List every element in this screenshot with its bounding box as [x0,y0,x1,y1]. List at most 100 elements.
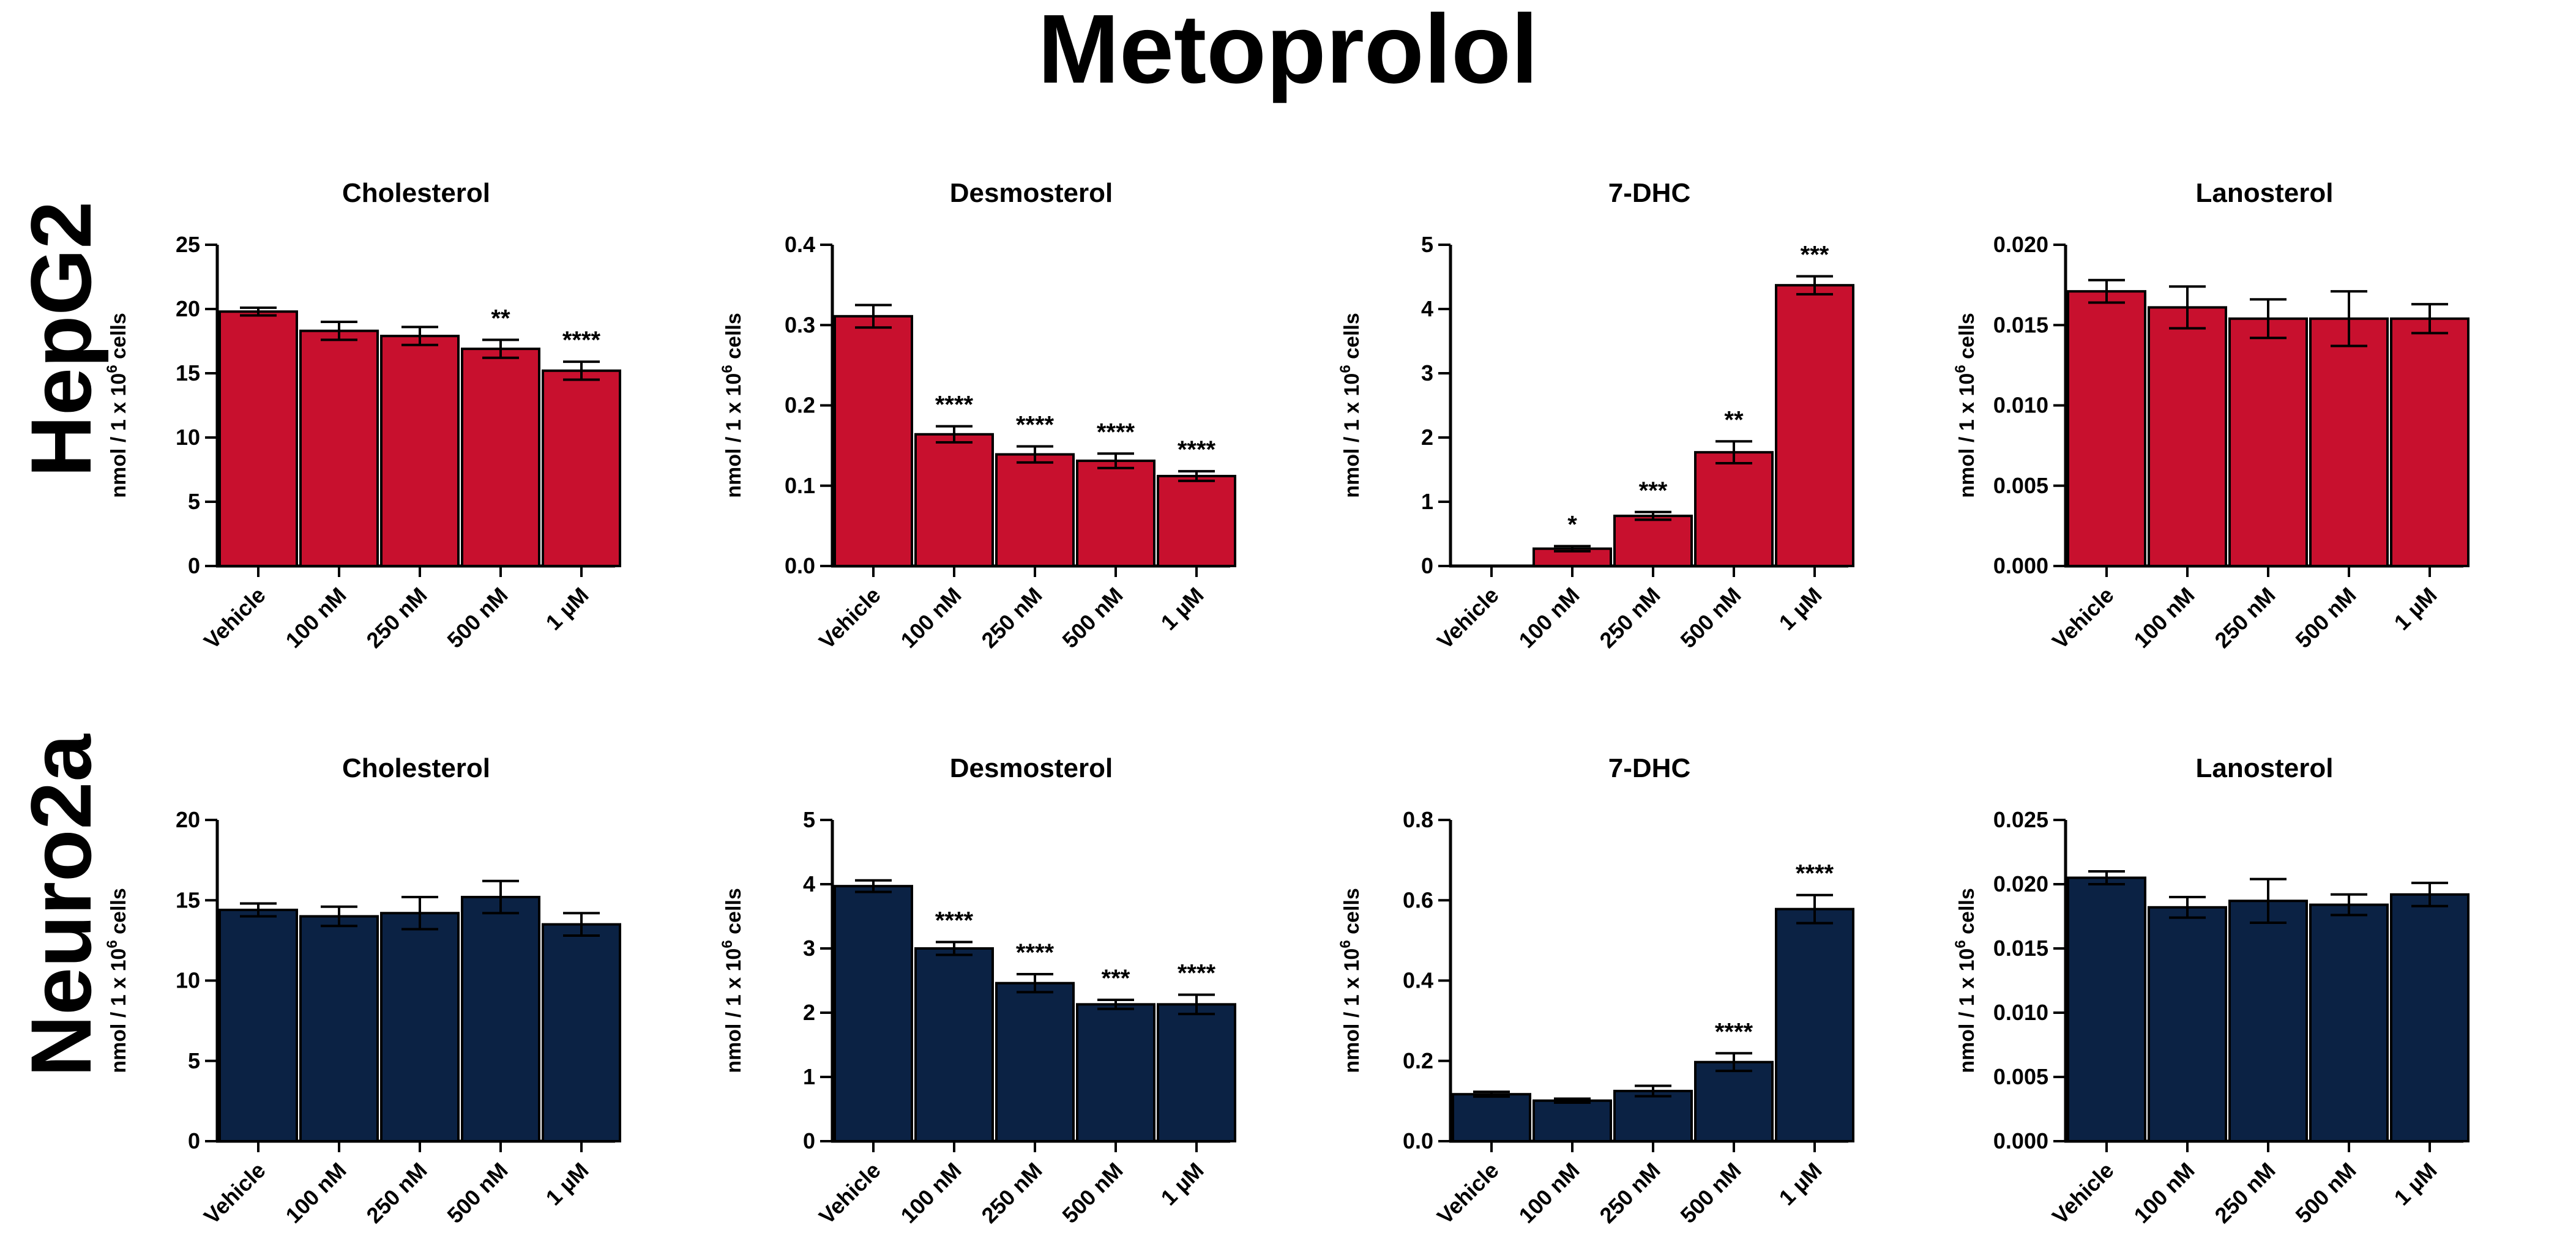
chart-hepg2-7-dhc-xtick-label: 500 nM [1675,583,1745,653]
chart-hepg2-7-dhc-significance: *** [1639,477,1668,504]
chart-hepg2-7-dhc-ytick-label: 2 [1421,425,1433,450]
chart-hepg2-7-dhc-ytick-label: 0 [1421,553,1433,578]
chart-hepg2-7-dhc-xtick-label: Vehicle [1432,583,1504,654]
chart-hepg2-desmosterol-significance: **** [1016,411,1055,438]
chart-neuro2a-cholesterol-xtick-label: Vehicle [199,1158,271,1229]
chart-neuro2a-cholesterol-ytick-label: 10 [176,968,200,993]
chart-hepg2-desmosterol-ytick-label: 0.0 [785,553,815,578]
chart-hepg2-7-dhc-bar [1775,284,1854,567]
chart-neuro2a-7-dhc-xtick-label: 1 µM [1774,1158,1827,1210]
chart-hepg2-7-dhc-ytick-label: 1 [1421,489,1433,514]
chart-neuro2a-desmosterol-bar [834,885,913,1143]
chart-neuro2a-cholesterol-ytick-label: 0 [188,1128,200,1153]
chart-neuro2a-7-dhc-ytick-label: 0.4 [1403,968,1433,993]
chart-hepg2-desmosterol-ylabel: nmol / 1 x 106 cells [719,313,745,498]
chart-neuro2a-7-dhc-significance: **** [1796,860,1834,887]
chart-hepg2-desmosterol-xtick-label: Vehicle [814,583,886,654]
chart-neuro2a-desmosterol-bar [1076,1003,1155,1142]
chart-hepg2-lanosterol-bar [2309,317,2389,567]
chart-neuro2a-cholesterol-ylabel: nmol / 1 x 106 cells [104,888,130,1073]
chart-neuro2a-7-dhc-xtick-label: 100 nM [1514,1158,1584,1228]
chart-neuro2a-lanosterol-title: Lanosterol [2196,753,2334,783]
chart-hepg2-lanosterol-xtick-label: 100 nM [2129,583,2199,653]
chart-neuro2a-lanosterol-ytick-label: 0.010 [1993,1000,2048,1025]
chart-neuro2a-lanosterol-bar [2228,899,2308,1143]
chart-neuro2a-cholesterol-xtick-label: 250 nM [361,1158,431,1228]
chart-hepg2-cholesterol-ytick-label: 15 [176,360,200,385]
chart-hepg2-7-dhc-significance: ** [1724,406,1744,433]
chart-hepg2-lanosterol-xtick-label: Vehicle [2047,583,2119,654]
chart-hepg2-cholesterol-bar [299,329,379,567]
chart-neuro2a-7-dhc-bar [1694,1060,1774,1142]
chart-hepg2-desmosterol-significance: **** [1097,419,1135,445]
chart-neuro2a-cholesterol-ytick-label: 5 [188,1048,200,1073]
chart-neuro2a-cholesterol-xtick-label: 1 µM [541,1158,594,1210]
chart-hepg2-desmosterol-ytick-label: 0.1 [785,473,815,498]
chart-hepg2-7-dhc-bar [1694,451,1774,568]
chart-neuro2a-cholesterol-bar [218,909,298,1142]
chart-neuro2a-desmosterol-bar [995,981,1075,1142]
chart-neuro2a-7-dhc-bar [1613,1089,1693,1142]
chart-neuro2a-desmosterol-xtick-label: 500 nM [1057,1158,1127,1228]
chart-neuro2a-desmosterol-xtick-label: 100 nM [895,1158,966,1228]
chart-hepg2-desmosterol-significance: **** [1178,436,1216,463]
chart-hepg2-cholesterol-xtick-label: 500 nM [442,583,512,653]
chart-hepg2-lanosterol: Lanosterol nmol / 1 x 106 cells 0.000 0.005… [1952,178,2470,654]
chart-hepg2-desmosterol-xtick-label: 100 nM [895,583,966,653]
chart-hepg2-desmosterol-ytick-label: 0.4 [785,232,815,257]
chart-hepg2-cholesterol-significance: **** [562,327,601,354]
chart-hepg2-lanosterol-title: Lanosterol [2196,178,2334,208]
chart-hepg2-lanosterol-bar [2228,317,2308,567]
chart-neuro2a-cholesterol-ytick-label: 15 [176,887,200,912]
chart-neuro2a-desmosterol-ytick-label: 1 [803,1064,815,1089]
chart-hepg2-desmosterol-bar [1076,460,1155,567]
chart-neuro2a-lanosterol-ylabel: nmol / 1 x 106 cells [1952,888,1979,1073]
chart-hepg2-desmosterol-bar [1157,475,1236,567]
chart-hepg2-lanosterol-xtick-label: 1 µM [2389,583,2442,635]
chart-neuro2a-7-dhc-title: 7-DHC [1608,753,1690,783]
chart-neuro2a-7-dhc-significance: **** [1715,1018,1753,1045]
chart-neuro2a-lanosterol-ytick-label: 0.025 [1993,807,2048,832]
chart-hepg2-7-dhc-significance: * [1567,511,1577,538]
chart-hepg2-cholesterol-title: Cholesterol [342,178,490,208]
chart-neuro2a-7-dhc-ytick-label: 0.8 [1403,807,1433,832]
chart-neuro2a-desmosterol-xtick-label: 1 µM [1156,1158,1209,1210]
chart-hepg2-cholesterol: Cholesterol nmol / 1 x 106 cells 0 5 10 15 20 2… [104,178,621,654]
chart-hepg2-desmosterol-ytick-label: 0.2 [785,393,815,418]
chart-hepg2-7-dhc-significance: *** [1801,241,1829,268]
figure-title: Metoprolol [1037,0,1539,103]
chart-hepg2-desmosterol-xtick-label: 500 nM [1057,583,1127,653]
chart-hepg2-7-dhc-xtick-label: 100 nM [1514,583,1584,653]
chart-neuro2a-7-dhc-bar [1533,1099,1612,1142]
chart-neuro2a-cholesterol-bar [542,923,621,1142]
chart-hepg2-desmosterol-title: Desmosterol [950,178,1113,208]
chart-neuro2a-desmosterol: Desmosterol nmol / 1 x 106 cells 0 1 2 3 4 5 Veh… [719,753,1236,1229]
chart-neuro2a-lanosterol: Lanosterol nmol / 1 x 106 cells 0.000 0.005… [1952,753,2470,1229]
chart-neuro2a-cholesterol-bar [461,896,540,1142]
chart-hepg2-cholesterol-ytick-label: 25 [176,232,200,257]
chart-hepg2-lanosterol-ytick-label: 0.005 [1993,473,2048,498]
chart-hepg2-cholesterol-bar [542,369,621,567]
chart-hepg2-desmosterol-bar [914,433,994,567]
chart-neuro2a-lanosterol-ytick-label: 0.000 [1993,1128,2048,1153]
chart-neuro2a-lanosterol-ytick-label: 0.020 [1993,871,2048,896]
chart-hepg2-cholesterol-xtick-label: 1 µM [541,583,594,635]
chart-hepg2-cholesterol-xtick-label: 250 nM [361,583,431,653]
chart-neuro2a-7-dhc-ylabel: nmol / 1 x 106 cells [1337,888,1364,1073]
chart-neuro2a-desmosterol-significance: *** [1102,965,1130,992]
chart-neuro2a-lanosterol-bar [2067,876,2146,1142]
chart-neuro2a-7-dhc-ytick-label: 0.2 [1403,1048,1433,1073]
chart-hepg2-7-dhc-ytick-label: 3 [1421,360,1433,385]
chart-hepg2-desmosterol-significance: **** [935,392,974,419]
chart-hepg2-7-dhc-xtick-label: 1 µM [1774,583,1827,635]
chart-neuro2a-desmosterol-ytick-label: 0 [803,1128,815,1153]
chart-neuro2a-cholesterol-title: Cholesterol [342,753,490,783]
chart-hepg2-7-dhc-bar [1613,515,1693,567]
chart-hepg2-lanosterol-bar [2148,306,2227,567]
chart-neuro2a-desmosterol-ytick-label: 3 [803,936,815,961]
chart-hepg2-desmosterol-bar [834,315,913,567]
chart-hepg2-cholesterol-bar [380,335,460,567]
chart-neuro2a-cholesterol-bar [380,912,460,1142]
chart-hepg2-7-dhc-ytick-label: 5 [1421,232,1433,257]
